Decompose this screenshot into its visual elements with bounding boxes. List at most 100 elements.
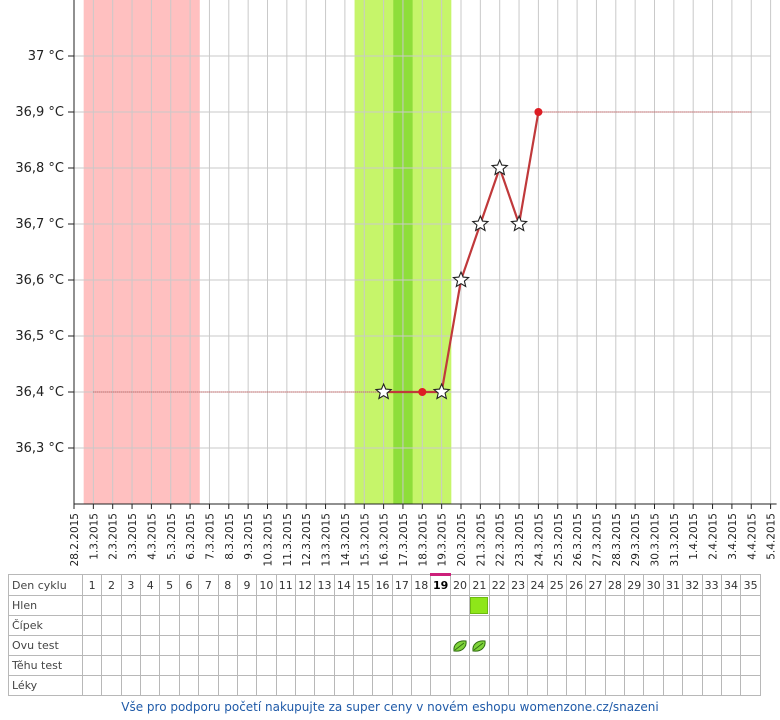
menstruation-band — [83, 0, 200, 504]
table-cell — [527, 595, 548, 616]
x-tick-label: 26.3.2015 — [572, 513, 584, 566]
table-cell — [701, 635, 722, 656]
table-cell — [314, 595, 335, 616]
x-tick-label: 14.3.2015 — [340, 513, 352, 566]
x-tick-label: 11.3.2015 — [282, 513, 294, 566]
table-cell — [256, 615, 277, 636]
cycle-day-cell: 26 — [565, 574, 587, 596]
x-tick-label: 28.3.2015 — [611, 513, 623, 566]
table-cell — [585, 595, 606, 616]
table-cell — [101, 595, 122, 616]
table-row: Den cyklu 1 2 3 4 5 6 7 8 9 10 11 12 13 14 15 16 17 18 19 20… — [8, 573, 761, 596]
table-cell — [217, 595, 238, 616]
table-cell — [120, 675, 142, 696]
x-tick-label: 20.3.2015 — [456, 513, 468, 566]
x-tick-label: 1.4.2015 — [688, 513, 700, 560]
table-cell — [140, 595, 161, 616]
table-cell — [643, 635, 664, 656]
footer-promo-link[interactable]: Vše pro podporu početí nakupujte za supe… — [121, 700, 659, 714]
table-cell — [391, 595, 413, 616]
table-cell — [198, 615, 219, 636]
table-cell — [411, 595, 432, 616]
table-cell — [391, 615, 413, 636]
table-cell — [372, 675, 393, 696]
x-tick-label: 6.3.2015 — [185, 513, 197, 560]
table-cell — [101, 635, 122, 656]
table-cell — [314, 635, 335, 656]
y-tick-label: 36,7 °C — [15, 217, 64, 232]
cycle-day-cell: 9 — [236, 574, 258, 596]
data-point-star — [452, 270, 470, 288]
ovu-test-leaf-icon — [453, 639, 467, 652]
table-cell — [682, 595, 703, 616]
table-cell — [275, 595, 296, 616]
cycle-day-cell: 28 — [604, 574, 626, 596]
x-tick-label: 21.3.2015 — [475, 513, 487, 566]
x-tick-label: 25.3.2015 — [553, 513, 565, 566]
table-cell — [565, 655, 587, 676]
table-cell — [353, 595, 374, 616]
table-cell — [333, 595, 355, 616]
table-cell — [314, 655, 335, 676]
table-cell — [314, 615, 335, 636]
cycle-day-cell: 24 — [527, 574, 548, 596]
table-cell — [391, 655, 413, 676]
table-cell — [140, 675, 161, 696]
table-cell — [81, 675, 103, 696]
table-cell — [701, 675, 722, 696]
x-tick-label: 23.3.2015 — [514, 513, 526, 566]
table-cell — [217, 655, 238, 676]
table-cell — [546, 615, 567, 636]
table-cell — [391, 635, 413, 656]
cycle-day-cell: 1 — [81, 574, 103, 596]
table-cell — [140, 635, 161, 656]
x-tick-label: 10.3.2015 — [263, 513, 275, 566]
table-cell — [643, 655, 664, 676]
table-cell — [236, 635, 258, 656]
table-cell — [430, 635, 451, 656]
cycle-day-cell: 2 — [101, 574, 122, 596]
x-tick-label: 8.3.2015 — [224, 513, 236, 560]
cycle-day-cell: 21 — [469, 574, 490, 596]
table-cell — [178, 675, 200, 696]
table-row: Hlen — [8, 595, 761, 616]
table-cell — [236, 655, 258, 676]
cycle-day-cell: 19 — [430, 573, 451, 596]
table-cell — [81, 635, 103, 656]
table-cell — [256, 675, 277, 696]
table-row: Ovu test — [8, 635, 761, 656]
table-cell — [527, 675, 548, 696]
x-tick-label: 22.3.2015 — [495, 513, 507, 566]
table-cell — [391, 675, 413, 696]
table-cell — [430, 595, 451, 616]
cycle-day-cell: 8 — [217, 574, 238, 596]
table-cell — [585, 615, 606, 636]
table-cell — [120, 595, 142, 616]
table-cell — [217, 635, 238, 656]
table-cell — [159, 675, 180, 696]
table-cell — [333, 615, 355, 636]
table-cell — [604, 595, 626, 616]
table-cell — [720, 635, 742, 656]
table-cell — [120, 655, 142, 676]
cycle-day-cell: 5 — [159, 574, 180, 596]
cycle-day-cell: 23 — [507, 574, 529, 596]
table-cell — [372, 595, 393, 616]
table-cell — [236, 595, 258, 616]
cycle-table: Den cyklu 1 2 3 4 5 6 7 8 9 10 11 12 13 14 15 16 17 18 19 20… — [8, 573, 761, 696]
x-tick-label: 4.4.2015 — [746, 513, 758, 560]
data-point-star — [471, 214, 490, 232]
table-cell — [140, 655, 161, 676]
table-cell — [178, 615, 200, 636]
x-tick-label: 18.3.2015 — [417, 513, 429, 566]
table-row: Čípek — [8, 615, 761, 636]
table-cell — [178, 635, 200, 656]
table-cell — [740, 675, 761, 696]
table-cell — [469, 615, 490, 636]
table-cell — [449, 635, 471, 656]
table-cell — [198, 595, 219, 616]
x-tick-label: 24.3.2015 — [533, 513, 545, 566]
x-tick-label: 29.3.2015 — [630, 513, 642, 566]
table-cell — [701, 615, 722, 636]
table-cell — [662, 675, 684, 696]
